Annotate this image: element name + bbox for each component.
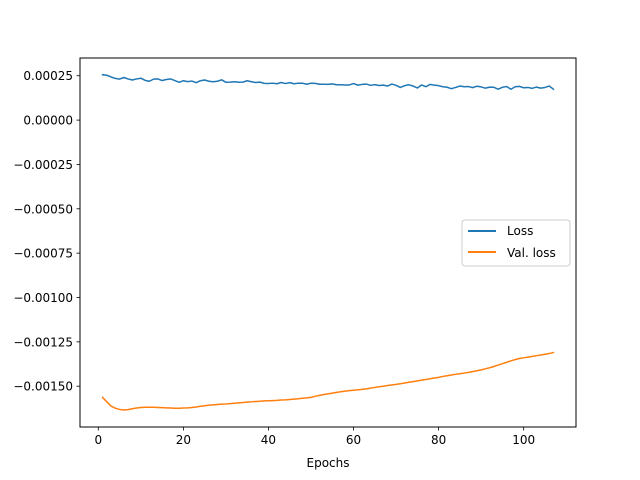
y-tick-label: −0.00100 [13, 291, 73, 305]
x-tick-label: 100 [512, 433, 535, 447]
x-tick-label: 80 [431, 433, 446, 447]
y-axis-ticks: 0.00025 0.00000 −0.00025 −0.00050 −0.00075 −0… [13, 69, 80, 394]
x-axis-ticks: 0 20 40 60 80 100 [94, 427, 535, 447]
y-tick-label: 0.00025 [23, 69, 73, 83]
series-line-loss [101, 73, 555, 91]
x-tick-label: 60 [346, 433, 361, 447]
y-tick-label: −0.00125 [13, 335, 73, 349]
y-tick-label: −0.00150 [13, 380, 73, 394]
legend-label-val-loss: Val. loss [507, 246, 556, 260]
x-tick-label: 40 [261, 433, 276, 447]
x-tick-label: 20 [176, 433, 191, 447]
y-tick-label: −0.00025 [13, 158, 73, 172]
series-layer [101, 73, 555, 411]
series-line-val-loss [101, 351, 555, 411]
y-tick-label: −0.00050 [13, 202, 73, 216]
axes-layer [79, 57, 577, 428]
y-tick-label: 0.00000 [23, 114, 73, 128]
x-axis-title: Epochs [307, 456, 350, 470]
plot-frame [79, 57, 577, 428]
legend: Loss Val. loss [461, 219, 571, 267]
legend-label-loss: Loss [507, 224, 533, 238]
y-tick-label: −0.00075 [13, 247, 73, 261]
x-tick-label: 0 [94, 433, 102, 447]
